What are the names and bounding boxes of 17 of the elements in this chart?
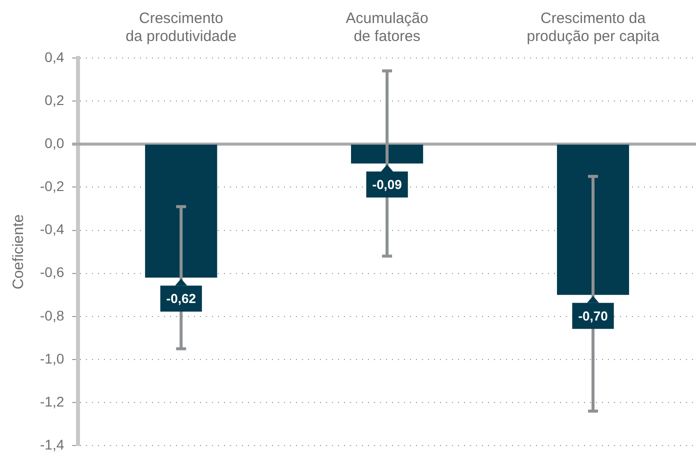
x-tick-label: Crescimento da produção per capita xyxy=(526,10,660,46)
y-tick-label: -0,8 xyxy=(40,307,64,324)
y-tick-label: -1,4 xyxy=(40,436,64,452)
data-label: -0,09 xyxy=(372,177,402,192)
y-tick-label: 0,2 xyxy=(44,92,64,108)
y-tick-label: -1,2 xyxy=(40,393,64,410)
y-axis-title: Coeficiente xyxy=(10,214,28,290)
data-label: -0,70 xyxy=(578,308,608,324)
y-tick-label: -0,2 xyxy=(40,178,64,194)
data-label: -0,62 xyxy=(166,291,196,306)
y-tick-label: -1,0 xyxy=(40,350,64,366)
x-tick-label: Crescimento da produtividade xyxy=(126,10,237,46)
x-tick-label: Acumulação de fatores xyxy=(346,10,428,46)
y-tick-label: 0,0 xyxy=(44,134,64,151)
y-tick-label: 0,4 xyxy=(44,48,64,65)
y-tick-label: -0,6 xyxy=(40,264,64,280)
y-tick-label: -0,4 xyxy=(40,221,64,238)
